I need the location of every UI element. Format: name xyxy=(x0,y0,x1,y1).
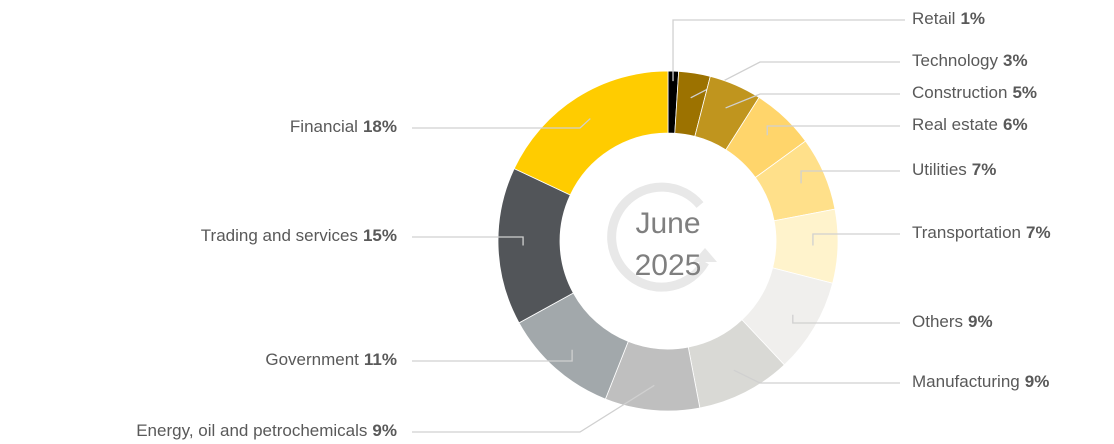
value-label: 7% xyxy=(972,160,997,179)
leader-line xyxy=(812,233,900,246)
leader-line xyxy=(725,93,900,109)
category-label: Transportation xyxy=(912,223,1021,242)
data-label: Government 11% xyxy=(265,350,397,369)
center-text: June xyxy=(635,207,700,240)
category-label: Real estate xyxy=(912,115,998,134)
value-label: 9% xyxy=(968,312,993,331)
data-label: Others 9% xyxy=(912,312,993,331)
leader-line xyxy=(800,170,900,184)
value-label: 9% xyxy=(372,421,397,440)
category-label: Technology xyxy=(912,51,999,70)
data-label: Trading and services 15% xyxy=(201,226,397,245)
data-label: Transportation 7% xyxy=(912,223,1051,242)
value-label: 3% xyxy=(1003,51,1028,70)
category-label: Manufacturing xyxy=(912,372,1020,391)
category-label: Trading and services xyxy=(201,226,358,245)
data-label: Retail 1% xyxy=(912,9,985,28)
leader-line xyxy=(412,118,591,129)
leader-line xyxy=(766,125,900,136)
category-label: Retail xyxy=(912,9,955,28)
slice xyxy=(513,70,669,196)
data-label: Real estate 6% xyxy=(912,115,1028,134)
value-label: 1% xyxy=(960,9,985,28)
leader-line xyxy=(792,314,900,324)
data-label: Financial 18% xyxy=(290,117,397,136)
category-label: Utilities xyxy=(912,160,967,179)
leader-line xyxy=(412,236,524,246)
value-label: 11% xyxy=(364,350,397,369)
data-label: Manufacturing 9% xyxy=(912,372,1049,391)
leader-line xyxy=(412,384,655,433)
leader-line xyxy=(412,349,573,362)
value-label: 6% xyxy=(1003,115,1028,134)
data-label: Construction 5% xyxy=(912,83,1037,102)
value-label: 15% xyxy=(363,226,397,245)
center-text: 2025 xyxy=(635,249,702,282)
data-label: Utilities 7% xyxy=(912,160,996,179)
center-icon xyxy=(607,182,717,292)
leader-line xyxy=(733,369,900,384)
value-label: 5% xyxy=(1012,83,1037,102)
category-label: Others xyxy=(912,312,963,331)
category-label: Financial xyxy=(290,117,358,136)
data-label: Technology 3% xyxy=(912,51,1028,70)
value-label: 18% xyxy=(363,117,397,136)
data-label: Energy, oil and petrochemicals 9% xyxy=(136,421,397,440)
value-label: 9% xyxy=(1025,372,1050,391)
leader-line xyxy=(672,19,905,82)
category-label: Energy, oil and petrochemicals xyxy=(136,421,367,440)
category-label: Construction xyxy=(912,83,1007,102)
value-label: 7% xyxy=(1026,223,1051,242)
category-label: Government xyxy=(265,350,359,369)
